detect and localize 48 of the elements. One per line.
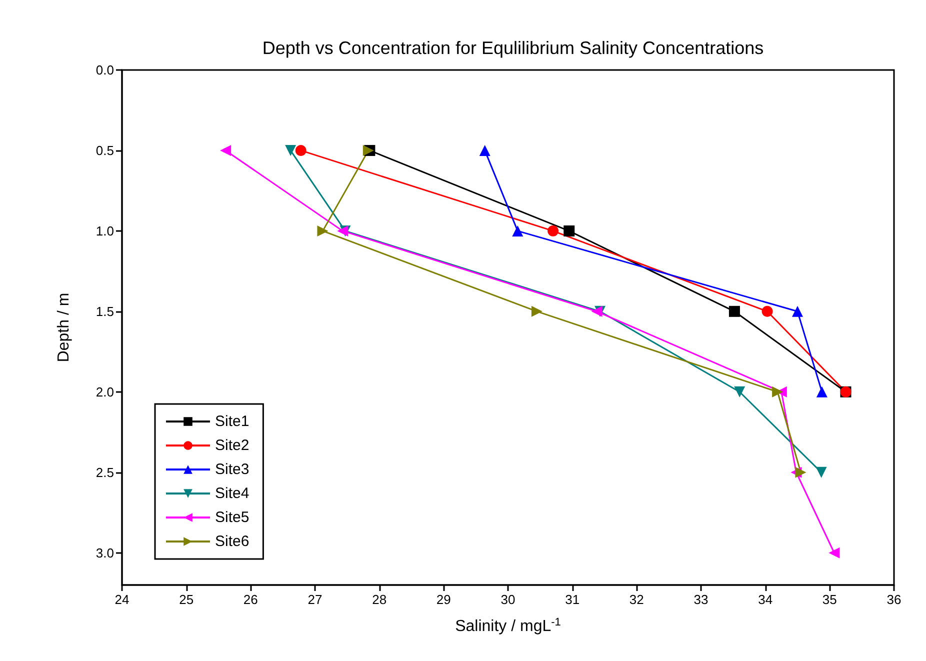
x-tick-label: 34 xyxy=(758,592,773,607)
x-tick-label: 25 xyxy=(179,592,194,607)
x-tick-label: 28 xyxy=(372,592,387,607)
point xyxy=(531,306,542,317)
y-tick-label: 2.5 xyxy=(96,464,114,480)
point xyxy=(792,306,803,317)
point xyxy=(795,466,806,478)
x-tick-label: 24 xyxy=(114,592,130,607)
legend-label: Site5 xyxy=(215,509,250,526)
x-tick-label: 36 xyxy=(886,592,902,607)
point xyxy=(734,386,746,398)
point xyxy=(285,144,296,156)
point xyxy=(728,306,740,317)
x-tick-label: 35 xyxy=(822,592,837,607)
point xyxy=(762,306,773,317)
legend-label: Site4 xyxy=(215,485,250,502)
point xyxy=(337,225,348,236)
x-tick-label: 26 xyxy=(243,592,258,607)
legend-label: Site2 xyxy=(215,437,250,454)
point xyxy=(816,466,827,478)
y-tick-label: 3.0 xyxy=(96,545,114,560)
point xyxy=(295,144,306,156)
x-tick-label: 33 xyxy=(694,592,708,607)
y-axis-title: Depth / m xyxy=(56,292,72,362)
chart-title: Depth vs Concentration for Equlilibrium Salinity Concentrations xyxy=(262,38,764,58)
legend-label: Site6 xyxy=(215,533,250,550)
legend-label: Site3 xyxy=(215,461,250,478)
y-tick-label: 0.0 xyxy=(96,62,114,78)
y-tick-label: 2.0 xyxy=(96,384,114,400)
point xyxy=(548,225,559,236)
point xyxy=(564,225,575,236)
x-tick-label: 30 xyxy=(500,592,516,607)
y-tick-label: 1.0 xyxy=(96,223,114,238)
point xyxy=(220,144,232,156)
point xyxy=(816,386,828,398)
point xyxy=(828,547,840,558)
y-tick-label: 0.5 xyxy=(96,142,114,158)
y-tick-label: 1.5 xyxy=(96,304,114,319)
x-tick-label: 32 xyxy=(629,592,644,607)
x-tick-label: 31 xyxy=(565,592,580,607)
point xyxy=(772,386,784,398)
point xyxy=(479,144,490,156)
point xyxy=(317,225,328,236)
point xyxy=(591,306,602,317)
x-tick-label: 27 xyxy=(308,592,322,607)
legend-label: Site1 xyxy=(215,413,250,430)
x-tick-label: 29 xyxy=(436,592,451,607)
point xyxy=(512,225,524,236)
